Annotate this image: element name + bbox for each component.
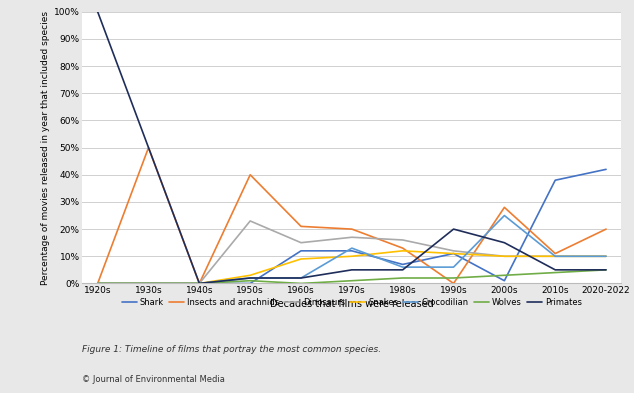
Insects and arachnids [145,145,152,150]
Line: Snakes: Snakes [98,251,606,283]
Dinosaurs [94,281,101,286]
Dinosaurs [450,248,457,253]
Dinosaurs [247,219,254,223]
Insects and arachnids [195,281,203,286]
Crocodilian [552,254,559,259]
Wolves [247,278,254,283]
Dinosaurs [297,241,305,245]
Line: Crocodilian: Crocodilian [98,215,606,283]
Shark [399,262,406,267]
Primates [145,145,152,150]
Crocodilian [501,213,508,218]
Primates [94,9,101,14]
Shark [247,281,254,286]
Wolves [195,281,203,286]
Primates [247,275,254,280]
Snakes [552,254,559,259]
Shark [297,248,305,253]
Line: Shark: Shark [98,169,606,283]
Snakes [297,257,305,261]
Dinosaurs [501,254,508,259]
Snakes [348,254,356,259]
Snakes [145,281,152,286]
Dinosaurs [552,254,559,259]
Crocodilian [94,281,101,286]
Crocodilian [247,275,254,280]
Primates [552,268,559,272]
Dinosaurs [399,238,406,242]
Snakes [399,248,406,253]
Insects and arachnids [450,281,457,286]
Primates [297,275,305,280]
Shark [602,167,610,172]
Snakes [94,281,101,286]
Shark [145,281,152,286]
Wolves [94,281,101,286]
Legend: Shark, Insects and arachnids, Dinosaurs, Snakes, Crocodilian, Wolves, Primates: Shark, Insects and arachnids, Dinosaurs,… [122,298,582,307]
Insects and arachnids [501,205,508,210]
Wolves [552,270,559,275]
Line: Primates: Primates [98,12,606,283]
Crocodilian [297,275,305,280]
Primates [348,268,356,272]
Wolves [145,281,152,286]
Snakes [501,254,508,259]
Insects and arachnids [348,227,356,231]
Line: Wolves: Wolves [98,270,606,283]
Shark [94,281,101,286]
Insects and arachnids [94,281,101,286]
Wolves [348,278,356,283]
Y-axis label: Percentage of movies released in year that included species: Percentage of movies released in year th… [41,11,49,285]
Text: © Journal of Environmental Media: © Journal of Environmental Media [82,375,225,384]
Dinosaurs [195,281,203,286]
Primates [399,268,406,272]
Dinosaurs [145,281,152,286]
Wolves [602,268,610,272]
Wolves [450,275,457,280]
Insects and arachnids [602,227,610,231]
Shark [501,278,508,283]
Shark [348,248,356,253]
Crocodilian [450,265,457,270]
Shark [450,251,457,256]
Crocodilian [195,281,203,286]
Crocodilian [145,281,152,286]
X-axis label: Decades that films were released: Decades that films were released [270,299,434,309]
Line: Insects and arachnids: Insects and arachnids [98,148,606,283]
Crocodilian [348,246,356,250]
Primates [450,227,457,231]
Shark [195,281,203,286]
Text: Figure 1: Timeline of films that portray the most common species.: Figure 1: Timeline of films that portray… [82,345,382,354]
Shark [552,178,559,183]
Dinosaurs [602,254,610,259]
Insects and arachnids [552,251,559,256]
Wolves [297,281,305,286]
Primates [602,268,610,272]
Dinosaurs [348,235,356,240]
Snakes [450,251,457,256]
Insects and arachnids [297,224,305,229]
Snakes [195,281,203,286]
Snakes [602,254,610,259]
Line: Dinosaurs: Dinosaurs [98,221,606,283]
Primates [501,241,508,245]
Crocodilian [602,254,610,259]
Insects and arachnids [247,173,254,177]
Wolves [501,273,508,277]
Snakes [247,273,254,277]
Insects and arachnids [399,246,406,250]
Wolves [399,275,406,280]
Crocodilian [399,265,406,270]
Primates [195,281,203,286]
